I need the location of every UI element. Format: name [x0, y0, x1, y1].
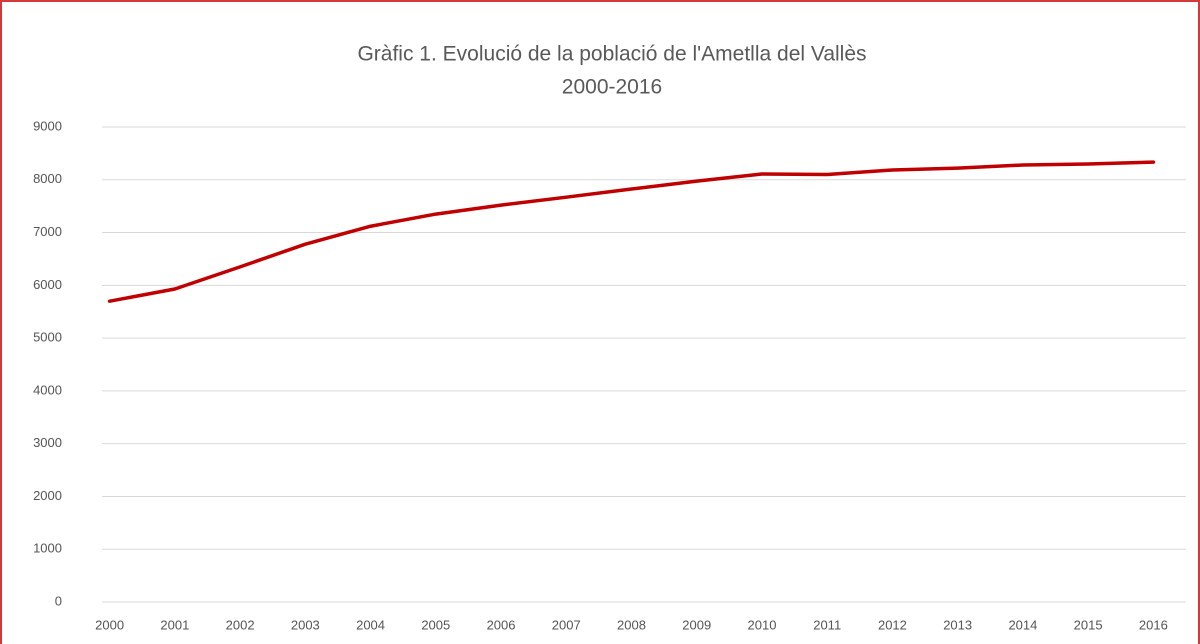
y-tick-label: 7000: [33, 224, 62, 239]
y-tick-label: 6000: [33, 277, 62, 292]
x-tick-label: 2007: [552, 617, 581, 632]
y-tick-label: 2000: [33, 488, 62, 503]
x-tick-label: 2008: [617, 617, 646, 632]
y-tick-label: 5000: [33, 330, 62, 345]
x-tick-label: 2016: [1139, 617, 1168, 632]
x-tick-label: 2010: [748, 617, 777, 632]
y-tick-label: 3000: [33, 435, 62, 450]
y-tick-label: 1000: [33, 541, 62, 556]
y-tick-label: 4000: [33, 382, 62, 397]
x-tick-label: 2012: [878, 617, 907, 632]
x-tick-label: 2000: [95, 617, 124, 632]
y-tick-label: 8000: [33, 171, 62, 186]
chart-subtitle: 2000-2016: [562, 76, 662, 99]
x-tick-label: 2015: [1074, 617, 1103, 632]
line-series: [107, 160, 1156, 303]
x-tick-label: 2003: [291, 617, 320, 632]
x-tick-label: 2001: [160, 617, 189, 632]
x-tick-label: 2004: [356, 617, 385, 632]
y-tick-label: 0: [55, 593, 62, 608]
x-tick-label: 2009: [682, 617, 711, 632]
x-tick-label: 2002: [226, 617, 255, 632]
y-tick-label: 9000: [33, 118, 62, 133]
x-tick-label: 2014: [1008, 617, 1037, 632]
x-tick-label: 2005: [421, 617, 450, 632]
x-tick-label: 2013: [943, 617, 972, 632]
x-tick-label: 2011: [813, 617, 841, 632]
x-tick-label: 2006: [487, 617, 516, 632]
chart-title: Gràfic 1. Evolució de la població de l'A…: [357, 43, 866, 66]
